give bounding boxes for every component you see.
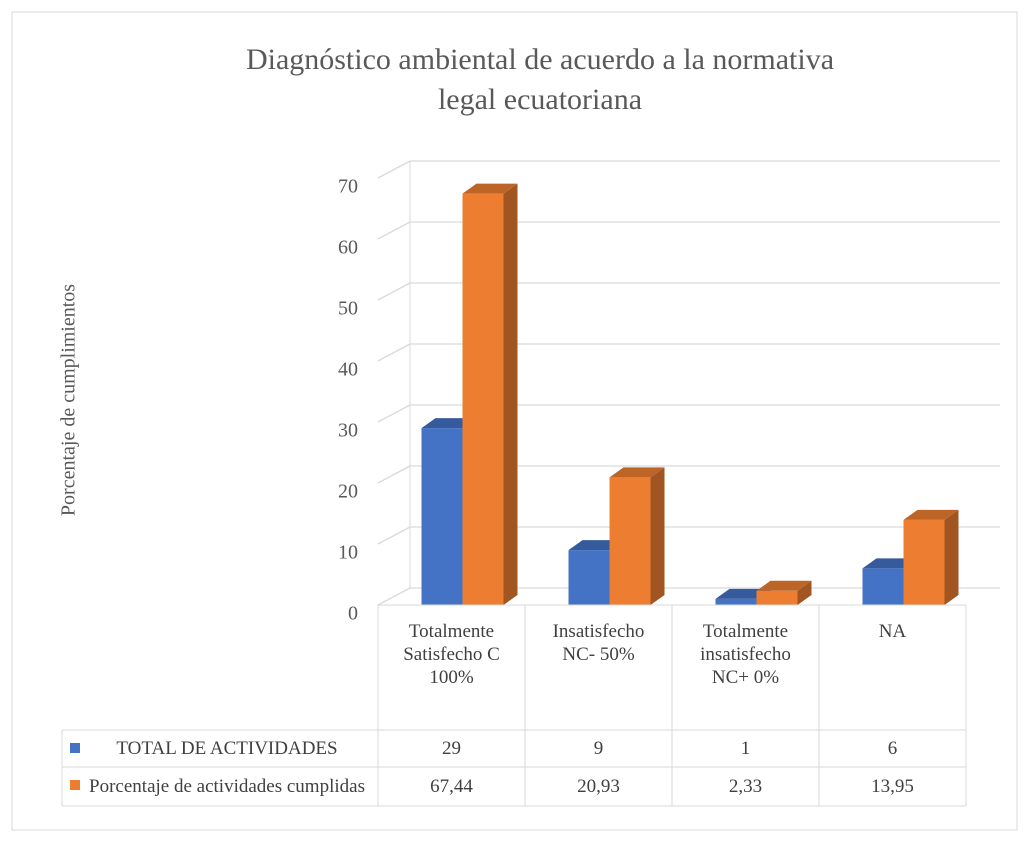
table-value-box: 20,93: [577, 776, 620, 797]
chart-title: Diagnóstico ambiental de acuerdo a la no…: [246, 43, 834, 76]
bar: [715, 598, 757, 605]
y-tick-label: 40: [338, 359, 358, 381]
bar-side: [503, 183, 518, 605]
x-tick-label: Totalmente insatisfecho NC+ 0%: [700, 621, 791, 688]
bar: [756, 590, 798, 605]
grid-line-side: [377, 465, 411, 484]
legend-label: TOTAL DE ACTIVIDADES: [116, 738, 338, 759]
grid-line-side: [377, 343, 411, 362]
chart-title: legal ecuatoriana: [438, 83, 642, 116]
x-tick-label: Insatisfecho NC- 50%: [552, 621, 645, 665]
legend-label-box: TOTAL DE ACTIVIDADES: [116, 738, 338, 759]
x-tick-label: Totalmente Satisfecho C 100%: [403, 621, 500, 688]
table-value-box: 6: [887, 738, 898, 759]
y-tick-label: 60: [338, 237, 358, 259]
grid-line-side: [377, 587, 411, 606]
bar-top: [462, 183, 518, 194]
table-value: 13,95: [871, 776, 914, 797]
x-tick-label: NA: [878, 621, 907, 642]
table-value: 29: [442, 738, 461, 759]
table-value-box: 13,95: [871, 776, 914, 797]
bar-side: [650, 467, 665, 605]
x-tick-label-box: Totalmente insatisfecho NC+ 0%: [700, 621, 791, 688]
bar-top: [903, 509, 959, 520]
grid-line-side: [377, 221, 411, 240]
grid-line-side: [377, 160, 411, 179]
bar: [903, 519, 945, 605]
bar: [609, 477, 651, 605]
bar: [462, 193, 504, 605]
table-value-box: 9: [593, 738, 604, 759]
grid-line-side: [377, 526, 411, 545]
legend-label-box: Porcentaje de actividades cumplidas: [89, 776, 365, 797]
bar-side: [944, 509, 959, 605]
table-value-box: 1: [740, 738, 751, 759]
y-tick-label: 20: [338, 481, 358, 503]
y-tick-label: 10: [338, 542, 358, 564]
x-tick-label-box: NA: [878, 621, 907, 642]
table-value-box: 67,44: [430, 776, 473, 797]
legend-label: Porcentaje de actividades cumplidas: [89, 776, 365, 797]
bar-top: [756, 580, 812, 591]
y-tick-label: 70: [338, 176, 358, 198]
x-tick-label-box: Totalmente Satisfecho C 100%: [403, 621, 500, 688]
table-value-box: 2,33: [728, 776, 763, 797]
grid-line-side: [377, 404, 411, 423]
y-tick-label: 30: [338, 420, 358, 442]
x-tick-label-box: Insatisfecho NC- 50%: [552, 621, 645, 665]
y-tick-label: 0: [348, 603, 358, 625]
table-value: 1: [740, 738, 751, 759]
table-value: 20,93: [577, 776, 620, 797]
table-value-box: 29: [442, 738, 461, 759]
table-value: 2,33: [728, 776, 763, 797]
table-value: 6: [887, 738, 898, 759]
table-value: 9: [593, 738, 604, 759]
y-tick-label: 50: [338, 298, 358, 320]
grid-line-side: [377, 282, 411, 301]
legend-swatch: [70, 780, 80, 790]
bar: [862, 568, 904, 605]
bar: [568, 550, 610, 605]
legend-swatch: [70, 743, 80, 753]
bar: [421, 428, 463, 605]
bar-side: [797, 580, 812, 605]
bar-top: [609, 467, 665, 478]
table-value: 67,44: [430, 776, 473, 797]
y-axis-label: Porcentaje de cumplimientos: [58, 284, 80, 516]
